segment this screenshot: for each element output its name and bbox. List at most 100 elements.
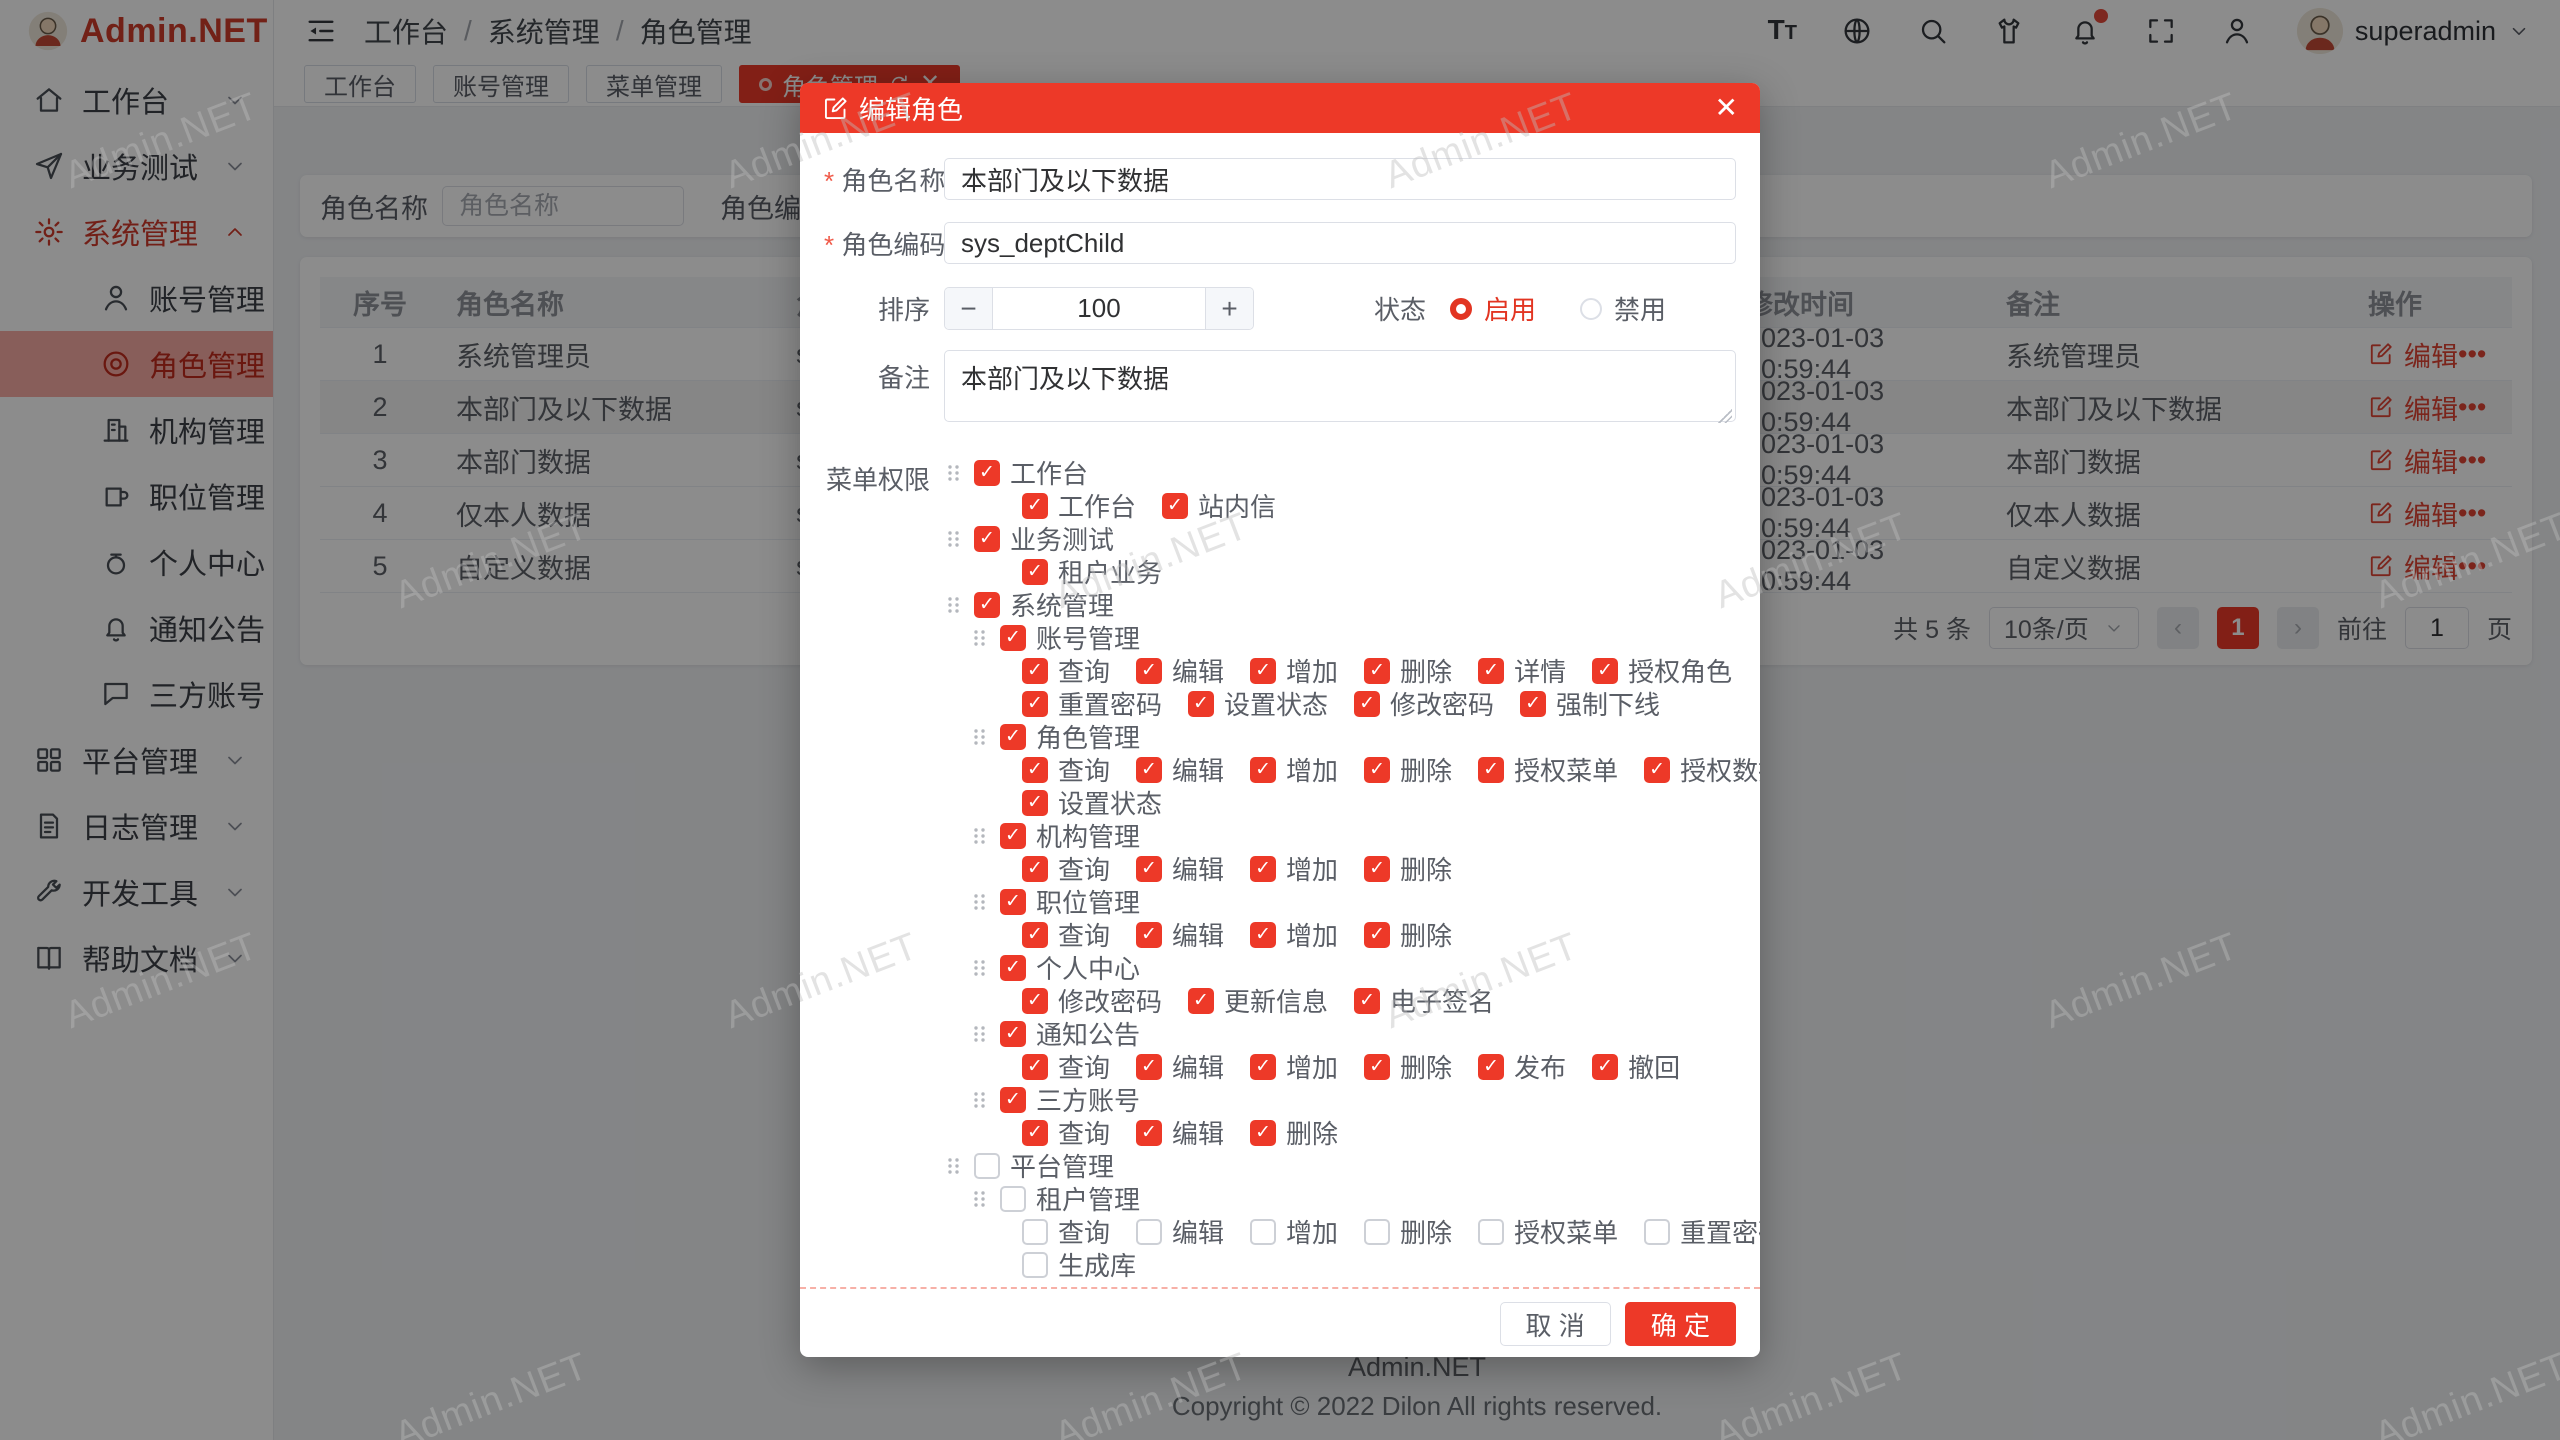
- tree-node-label[interactable]: 编辑: [1172, 657, 1225, 687]
- edit-row-button[interactable]: 编辑: [2368, 388, 2458, 427]
- checkbox[interactable]: ✓: [1364, 657, 1391, 684]
- tree-node-label[interactable]: 工作台: [1010, 459, 1089, 489]
- checkbox[interactable]: ✓: [1250, 756, 1277, 783]
- tree-node-label[interactable]: 机构管理: [1036, 822, 1141, 852]
- more-actions-button[interactable]: •••: [2458, 444, 2487, 475]
- checkbox[interactable]: ✓: [1354, 690, 1381, 717]
- search-icon[interactable]: [1917, 15, 1949, 47]
- profile-icon[interactable]: [2221, 15, 2253, 47]
- checkbox[interactable]: [1022, 1251, 1048, 1278]
- tree-node-label[interactable]: 重置密码: [1680, 1218, 1760, 1248]
- checkbox[interactable]: ✓: [1250, 1119, 1277, 1146]
- tree-node-label[interactable]: 职位管理: [1036, 888, 1141, 918]
- checkbox[interactable]: ✓: [1022, 1119, 1048, 1146]
- sidebar-item-dev-tools[interactable]: 开发工具: [0, 859, 273, 925]
- checkbox[interactable]: ✓: [1000, 1086, 1026, 1113]
- tree-node-label[interactable]: 删除: [1400, 1218, 1453, 1248]
- edit-row-button[interactable]: 编辑: [2368, 441, 2458, 480]
- tree-node-label[interactable]: 查询: [1058, 855, 1111, 885]
- tree-node-label[interactable]: 查询: [1058, 1053, 1111, 1083]
- more-actions-button[interactable]: •••: [2458, 497, 2487, 528]
- checkbox[interactable]: ✓: [1478, 756, 1505, 783]
- drag-handle-icon[interactable]: [944, 463, 964, 483]
- column-header[interactable]: 备注: [2006, 289, 2060, 320]
- tree-node-label[interactable]: 编辑: [1172, 756, 1225, 786]
- checkbox[interactable]: ✓: [1022, 987, 1048, 1014]
- tree-node-label[interactable]: 更新信息: [1224, 987, 1329, 1017]
- tree-node-label[interactable]: 修改密码: [1390, 690, 1495, 720]
- drag-handle-icon[interactable]: [944, 595, 964, 615]
- checkbox[interactable]: ✓: [1136, 921, 1163, 948]
- role-name-input[interactable]: [944, 158, 1736, 200]
- tree-node-label[interactable]: 撤回: [1628, 1053, 1681, 1083]
- checkbox[interactable]: ✓: [1644, 756, 1671, 783]
- drag-handle-icon[interactable]: [970, 826, 990, 846]
- status-enabled-radio[interactable]: 启用: [1450, 290, 1536, 327]
- checkbox[interactable]: ✓: [1188, 690, 1215, 717]
- tree-node-label[interactable]: 查询: [1058, 921, 1111, 951]
- breadcrumb-item[interactable]: 角色管理: [639, 17, 752, 48]
- tree-node-label[interactable]: 账号管理: [1036, 624, 1141, 654]
- column-header[interactable]: 修改时间: [1746, 289, 1854, 320]
- tree-node-label[interactable]: 授权角色: [1628, 657, 1733, 687]
- checkbox[interactable]: ✓: [1000, 624, 1026, 651]
- language-icon[interactable]: [1841, 15, 1873, 47]
- checkbox[interactable]: ✓: [1136, 1119, 1163, 1146]
- checkbox[interactable]: ✓: [974, 525, 1000, 552]
- tree-node-label[interactable]: 删除: [1400, 657, 1453, 687]
- tree-node-label[interactable]: 生成库: [1058, 1251, 1137, 1281]
- drag-handle-icon[interactable]: [970, 1189, 990, 1209]
- tree-node-label[interactable]: 增加: [1286, 1053, 1339, 1083]
- tree-node-label[interactable]: 增加: [1286, 756, 1339, 786]
- tree-node-label[interactable]: 个人中心: [1036, 954, 1141, 984]
- sidebar-item-workbench[interactable]: 工作台: [0, 67, 273, 133]
- close-icon[interactable]: ✕: [1714, 92, 1738, 123]
- tree-node-label[interactable]: 编辑: [1172, 1218, 1225, 1248]
- tab-menu-mgmt[interactable]: 菜单管理: [586, 65, 722, 103]
- tab-account-mgmt[interactable]: 账号管理: [433, 65, 569, 103]
- checkbox[interactable]: ✓: [1354, 987, 1381, 1014]
- role-name-search-input[interactable]: [442, 186, 684, 226]
- checkbox[interactable]: ✓: [974, 459, 1000, 486]
- user-menu[interactable]: superadmin: [2296, 8, 2530, 54]
- tree-node-label[interactable]: 删除: [1400, 855, 1453, 885]
- tree-node-label[interactable]: 授权数据: [1680, 756, 1760, 786]
- sidebar-item-platform-mgmt[interactable]: 平台管理: [0, 727, 273, 793]
- checkbox[interactable]: ✓: [1478, 657, 1505, 684]
- checkbox[interactable]: ✓: [974, 591, 1000, 618]
- tree-node-label[interactable]: 授权菜单: [1514, 1218, 1619, 1248]
- checkbox[interactable]: ✓: [1022, 492, 1048, 519]
- sidebar-item-position-mgmt[interactable]: 职位管理: [0, 463, 273, 529]
- checkbox[interactable]: ✓: [1592, 1053, 1619, 1080]
- checkbox[interactable]: ✓: [1364, 855, 1391, 882]
- sidebar-item-account-mgmt[interactable]: 账号管理: [0, 265, 273, 331]
- tree-node-label[interactable]: 编辑: [1172, 1053, 1225, 1083]
- sidebar-item-third-account[interactable]: 三方账号: [0, 661, 273, 727]
- checkbox[interactable]: ✓: [1022, 690, 1048, 717]
- checkbox[interactable]: ✓: [1022, 921, 1048, 948]
- tree-node-label[interactable]: 修改密码: [1058, 987, 1163, 1017]
- tree-node-label[interactable]: 授权菜单: [1514, 756, 1619, 786]
- sidebar-item-help-docs[interactable]: 帮助文档: [0, 925, 273, 991]
- fullscreen-icon[interactable]: [2145, 15, 2177, 47]
- drag-handle-icon[interactable]: [944, 1156, 964, 1176]
- increment-button[interactable]: +: [1205, 288, 1253, 329]
- tree-node-label[interactable]: 增加: [1286, 1218, 1339, 1248]
- checkbox[interactable]: ✓: [1364, 756, 1391, 783]
- checkbox[interactable]: ✓: [1250, 855, 1277, 882]
- tree-node-label[interactable]: 增加: [1286, 657, 1339, 687]
- tree-node-label[interactable]: 增加: [1286, 855, 1339, 885]
- tree-node-label[interactable]: 查询: [1058, 756, 1111, 786]
- drag-handle-icon[interactable]: [970, 1090, 990, 1110]
- tree-node-label[interactable]: 平台管理: [1010, 1152, 1115, 1182]
- tree-node-label[interactable]: 重置密码: [1058, 690, 1163, 720]
- checkbox[interactable]: ✓: [1592, 657, 1619, 684]
- tree-node-label[interactable]: 增加: [1286, 921, 1339, 951]
- checkbox[interactable]: [1364, 1218, 1391, 1245]
- checkbox[interactable]: [1000, 1185, 1026, 1212]
- confirm-button[interactable]: 确 定: [1624, 1302, 1736, 1346]
- app-logo[interactable]: Admin.NET: [0, 0, 273, 62]
- checkbox[interactable]: ✓: [1188, 987, 1215, 1014]
- checkbox[interactable]: [1644, 1218, 1671, 1245]
- tree-node-label[interactable]: 编辑: [1172, 1119, 1225, 1149]
